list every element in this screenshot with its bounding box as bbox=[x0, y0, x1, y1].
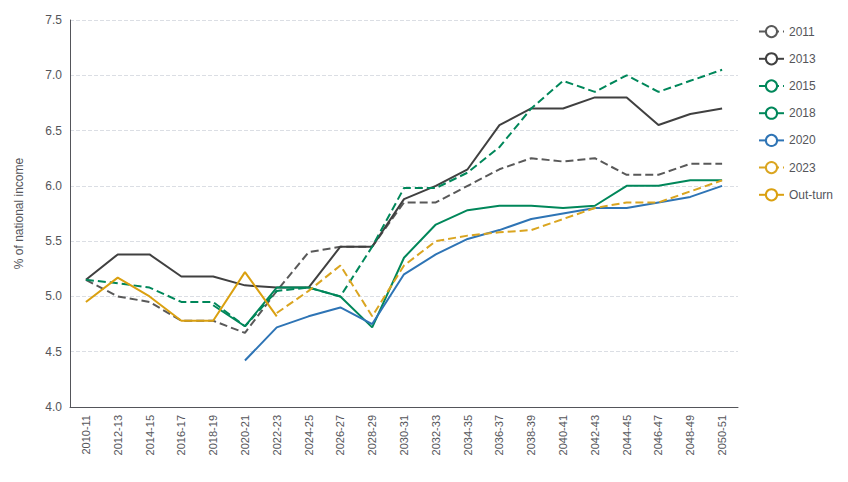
svg-text:2042-43: 2042-43 bbox=[589, 415, 601, 455]
svg-text:2044-45: 2044-45 bbox=[621, 415, 633, 455]
svg-text:7.5: 7.5 bbox=[45, 13, 62, 27]
svg-text:2018-19: 2018-19 bbox=[207, 415, 219, 455]
svg-text:% of national income: % of national income bbox=[12, 157, 26, 269]
svg-text:6.0: 6.0 bbox=[45, 179, 62, 193]
svg-text:2020: 2020 bbox=[789, 133, 816, 147]
svg-text:2012-13: 2012-13 bbox=[112, 415, 124, 455]
svg-text:2020-21: 2020-21 bbox=[239, 415, 251, 455]
svg-text:7.0: 7.0 bbox=[45, 68, 62, 82]
svg-text:2050-51: 2050-51 bbox=[716, 415, 728, 455]
svg-text:6.5: 6.5 bbox=[45, 124, 62, 138]
svg-text:2040-41: 2040-41 bbox=[557, 415, 569, 455]
svg-text:2028-29: 2028-29 bbox=[366, 415, 378, 455]
svg-text:2016-17: 2016-17 bbox=[175, 415, 187, 455]
svg-text:2023: 2023 bbox=[789, 161, 816, 175]
svg-text:2046-47: 2046-47 bbox=[652, 415, 664, 455]
svg-text:2014-15: 2014-15 bbox=[144, 415, 156, 455]
svg-text:2015: 2015 bbox=[789, 79, 816, 93]
svg-text:2026-27: 2026-27 bbox=[334, 415, 346, 455]
svg-text:2036-37: 2036-37 bbox=[493, 415, 505, 455]
svg-text:2034-35: 2034-35 bbox=[462, 415, 474, 455]
svg-text:5.5: 5.5 bbox=[45, 234, 62, 248]
svg-text:2013: 2013 bbox=[789, 52, 816, 66]
svg-text:2022-23: 2022-23 bbox=[271, 415, 283, 455]
svg-text:4.0: 4.0 bbox=[45, 400, 62, 414]
svg-text:2038-39: 2038-39 bbox=[525, 415, 537, 455]
svg-text:Out-turn: Out-turn bbox=[789, 188, 833, 202]
svg-text:5.0: 5.0 bbox=[45, 289, 62, 303]
svg-text:2030-31: 2030-31 bbox=[398, 415, 410, 455]
svg-text:2024-25: 2024-25 bbox=[303, 415, 315, 455]
svg-text:2048-49: 2048-49 bbox=[684, 415, 696, 455]
svg-text:2010-11: 2010-11 bbox=[80, 415, 92, 455]
svg-text:2011: 2011 bbox=[789, 25, 815, 39]
svg-text:2032-33: 2032-33 bbox=[430, 415, 442, 455]
svg-text:2018: 2018 bbox=[789, 106, 816, 120]
svg-text:4.5: 4.5 bbox=[45, 345, 62, 359]
